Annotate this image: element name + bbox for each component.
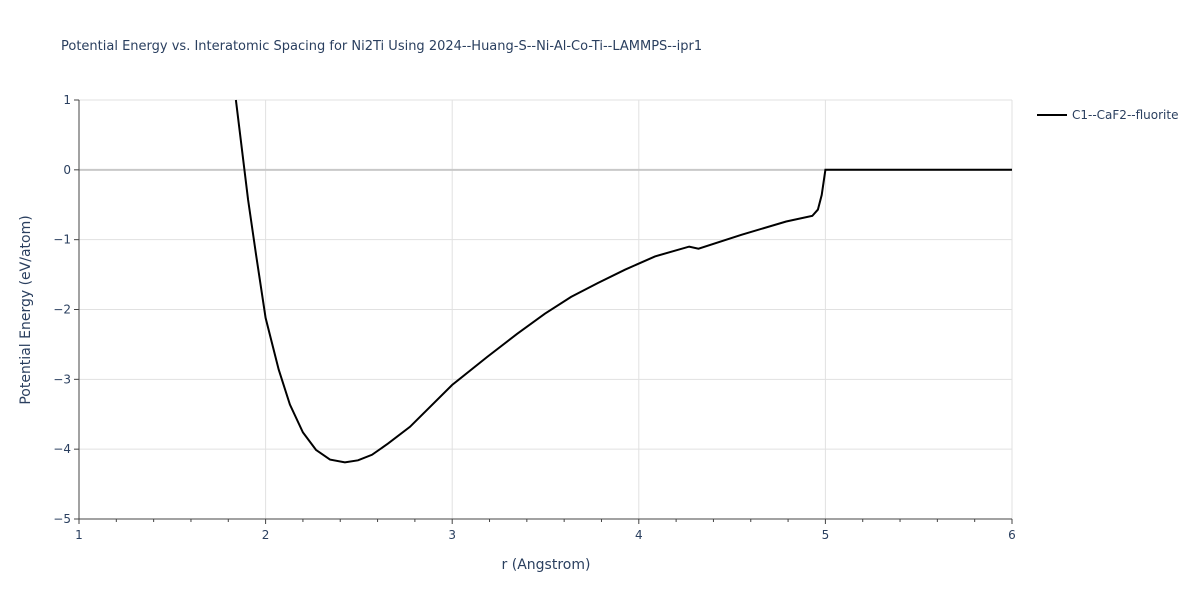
y-tick-label: 1 bbox=[63, 93, 71, 107]
y-tick-label: −4 bbox=[53, 442, 71, 456]
y-tick-label: 0 bbox=[63, 163, 71, 177]
y-tick-label: −5 bbox=[53, 512, 71, 526]
x-tick-label: 3 bbox=[448, 528, 456, 542]
x-tick-label: 6 bbox=[1008, 528, 1016, 542]
x-tick-label: 2 bbox=[262, 528, 270, 542]
y-tick-label: −3 bbox=[53, 372, 71, 386]
chart-title: Potential Energy vs. Interatomic Spacing… bbox=[61, 39, 702, 54]
x-tick-label: 1 bbox=[75, 528, 83, 542]
x-tick-label: 4 bbox=[635, 528, 643, 542]
legend-label: C1--CaF2--fluorite bbox=[1072, 108, 1178, 122]
y-tick-label: −1 bbox=[53, 233, 71, 247]
x-tick-label: 5 bbox=[822, 528, 830, 542]
series-line bbox=[234, 99, 1012, 464]
x-axis-label: r (Angstrom) bbox=[502, 557, 591, 573]
legend[interactable]: C1--CaF2--fluorite bbox=[1037, 108, 1178, 122]
grid bbox=[79, 99, 1013, 520]
y-axis-label: Potential Energy (eV/atom) bbox=[18, 215, 34, 404]
axes: 1 2 3 4 5 6 1 0 −1 −2 −3 −4 −5 bbox=[53, 93, 1016, 542]
y-tick-label: −2 bbox=[53, 303, 71, 317]
